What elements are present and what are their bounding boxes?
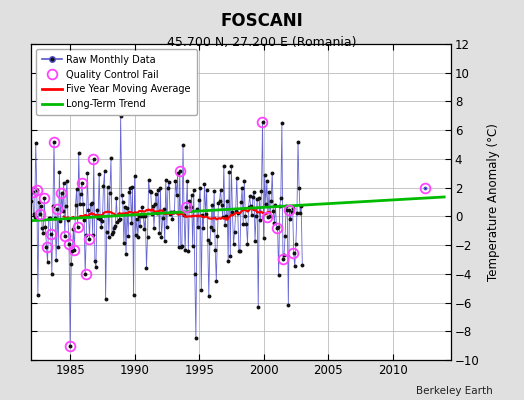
Legend: Raw Monthly Data, Quality Control Fail, Five Year Moving Average, Long-Term Tren: Raw Monthly Data, Quality Control Fail, … bbox=[36, 49, 197, 115]
Y-axis label: Temperature Anomaly (°C): Temperature Anomaly (°C) bbox=[486, 123, 499, 281]
Text: 45.700 N, 27.200 E (Romania): 45.700 N, 27.200 E (Romania) bbox=[167, 36, 357, 49]
Text: FOSCANI: FOSCANI bbox=[221, 12, 303, 30]
Text: Berkeley Earth: Berkeley Earth bbox=[416, 386, 493, 396]
